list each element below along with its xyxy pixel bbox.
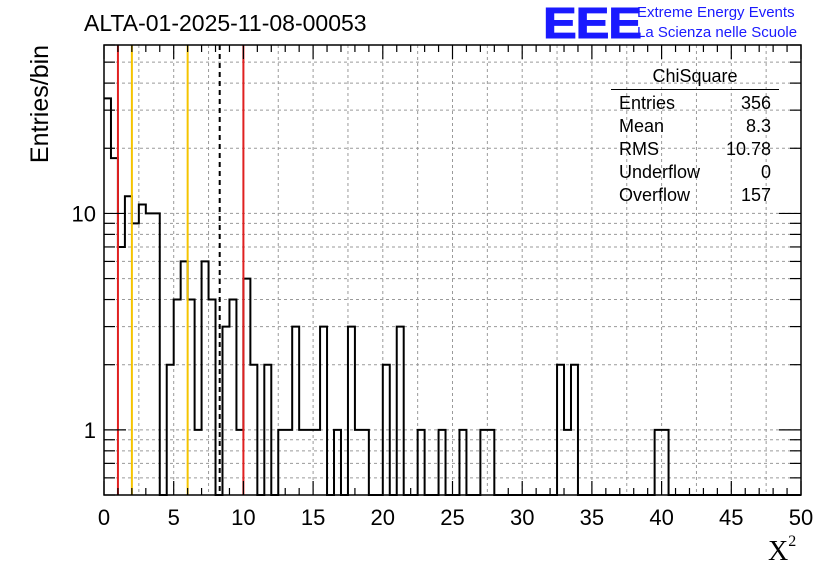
- logo-line-2: La Scienza nelle Scuole: [637, 24, 798, 41]
- histogram-bin: [174, 300, 181, 495]
- x-tick-label: 0: [98, 505, 110, 530]
- histogram-bin: [299, 430, 306, 495]
- x-tick-label: 5: [168, 505, 180, 530]
- histogram-bin: [264, 365, 271, 495]
- histogram-bin: [250, 365, 257, 495]
- histogram-bin: [181, 261, 188, 495]
- histogram-bin: [418, 430, 425, 495]
- histogram-bin: [209, 300, 216, 495]
- x-tick-label: 40: [649, 505, 673, 530]
- eee-logo: EEE: [542, 0, 642, 48]
- histogram-bin: [383, 365, 390, 495]
- histogram-bin: [348, 327, 355, 495]
- histogram-bin: [146, 213, 153, 495]
- histogram-bin: [222, 327, 229, 495]
- logo-line-1: Extreme Energy Events: [637, 4, 795, 21]
- histogram-bin: [487, 430, 494, 495]
- histogram-bin: [362, 430, 369, 495]
- x-tick-label: 20: [371, 505, 395, 530]
- histogram-bin: [278, 430, 285, 495]
- stats-label: Underflow: [619, 162, 701, 182]
- stats-row: Entries 356: [611, 92, 779, 115]
- histogram-bin: [125, 196, 132, 495]
- stats-row: Mean 8.3: [611, 115, 779, 138]
- x-tick-label: 50: [789, 505, 813, 530]
- stats-label: Mean: [619, 116, 665, 136]
- stats-value: 8.3: [745, 116, 771, 136]
- x-tick-label: 45: [719, 505, 743, 530]
- histogram-bin: [320, 327, 327, 495]
- histogram-bin: [564, 430, 571, 495]
- histogram-bin: [355, 430, 362, 495]
- grid: [104, 45, 801, 495]
- stats-row: Underflow 0: [611, 161, 779, 184]
- histogram-bin: [202, 261, 209, 495]
- y-tick-label: 10: [72, 201, 96, 226]
- stats-value: 0: [760, 162, 771, 182]
- stats-row: RMS 10.78: [611, 138, 779, 161]
- histogram-bin: [188, 300, 195, 495]
- y-axis-label: Entries/bin: [26, 44, 54, 164]
- histogram-bin: [104, 98, 111, 495]
- axes: 0 5 10 15 20 25 30 35 40 45 50 1 10: [72, 44, 813, 530]
- reference-lines: [116, 45, 245, 495]
- stats-title: ChiSquare: [611, 66, 779, 90]
- histogram-bin: [306, 430, 313, 495]
- x-tick-label: 25: [440, 505, 464, 530]
- histogram-bin: [571, 365, 578, 495]
- histogram-bin: [334, 430, 341, 495]
- histogram-bin: [655, 430, 662, 495]
- histogram-bin: [195, 430, 202, 495]
- histogram-bin: [397, 327, 404, 495]
- stats-value: 157: [740, 185, 771, 205]
- histogram-bin: [243, 279, 250, 495]
- stats-label: Overflow: [619, 185, 691, 205]
- histogram-bin: [439, 430, 446, 495]
- histogram-bin: [236, 430, 243, 495]
- stats-row: Overflow 157: [611, 184, 779, 207]
- histogram-bin: [662, 430, 669, 495]
- histogram-bin: [118, 247, 125, 495]
- stats-label: Entries: [619, 93, 676, 113]
- stats-value: 356: [740, 93, 771, 113]
- histogram-bin: [557, 365, 564, 495]
- histogram-bin: [229, 300, 236, 495]
- histogram-bin: [285, 430, 292, 495]
- x-tick-label: 15: [301, 505, 325, 530]
- stats-value: 10.78: [725, 139, 771, 159]
- x-tick-label: 30: [510, 505, 534, 530]
- x-axis-label-superscript: 2: [788, 532, 797, 550]
- chart-title: ALTA-01-2025-11-08-00053: [84, 10, 367, 36]
- x-axis-label: X2: [768, 532, 797, 568]
- histogram-bin: [480, 430, 487, 495]
- histogram-bin: [167, 365, 174, 495]
- histogram-bin: [459, 430, 466, 495]
- y-tick-label: 1: [84, 418, 96, 443]
- histogram-bin: [153, 213, 160, 495]
- histogram-bin: [139, 204, 146, 495]
- x-tick-label: 35: [580, 505, 604, 530]
- histogram-bin: [132, 223, 139, 495]
- histogram-bin: [292, 327, 299, 495]
- stats-box: ChiSquare Entries 356 Mean 8.3 RMS 10.78 Un…: [611, 66, 779, 207]
- stats-label: RMS: [619, 139, 659, 159]
- x-axis-label-base: X: [768, 536, 789, 567]
- x-tick-label: 10: [231, 505, 255, 530]
- histogram-bin: [313, 430, 320, 495]
